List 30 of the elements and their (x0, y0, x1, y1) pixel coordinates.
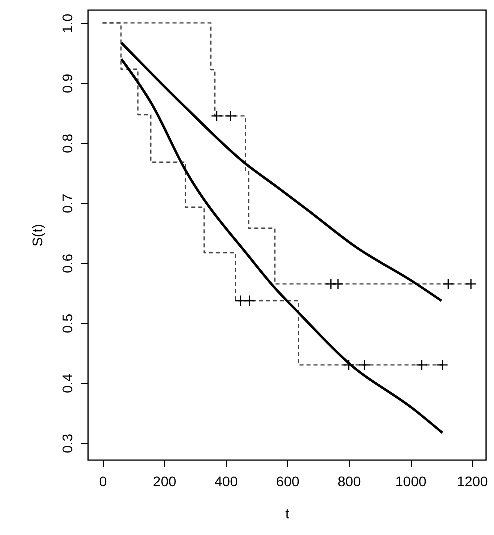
y-tick-label: 0.9 (60, 74, 76, 94)
x-tick-label: 1000 (396, 474, 427, 490)
y-tick-label: 0.5 (60, 314, 76, 334)
y-tick-label: 0.3 (60, 434, 76, 454)
line-series (120, 42, 443, 302)
point (234, 295, 247, 307)
x-tick-label: 600 (276, 474, 300, 490)
point (224, 110, 237, 122)
point (465, 278, 478, 290)
point (244, 295, 256, 307)
y-tick-label: 0.4 (60, 374, 76, 394)
x-tick-label: 0 (99, 474, 108, 490)
point (211, 110, 223, 122)
point (343, 359, 355, 372)
point (442, 278, 454, 290)
x-tick-label: 1200 (457, 474, 488, 490)
point (436, 359, 448, 372)
y-axis-title: S(t) (30, 224, 46, 247)
x-tick-label: 800 (338, 474, 362, 490)
y-tick-label: 1.0 (60, 14, 76, 34)
x-axis-title: t (286, 506, 290, 522)
line-series (120, 58, 444, 434)
point (416, 359, 428, 372)
y-tick-label: 0.7 (60, 194, 76, 214)
y-tick-label: 0.8 (60, 134, 76, 154)
point (332, 278, 344, 290)
y-tick-label: 0.6 (60, 254, 76, 274)
x-tick-label: 400 (214, 474, 238, 490)
point (358, 359, 371, 372)
x-tick-label: 200 (153, 474, 177, 490)
